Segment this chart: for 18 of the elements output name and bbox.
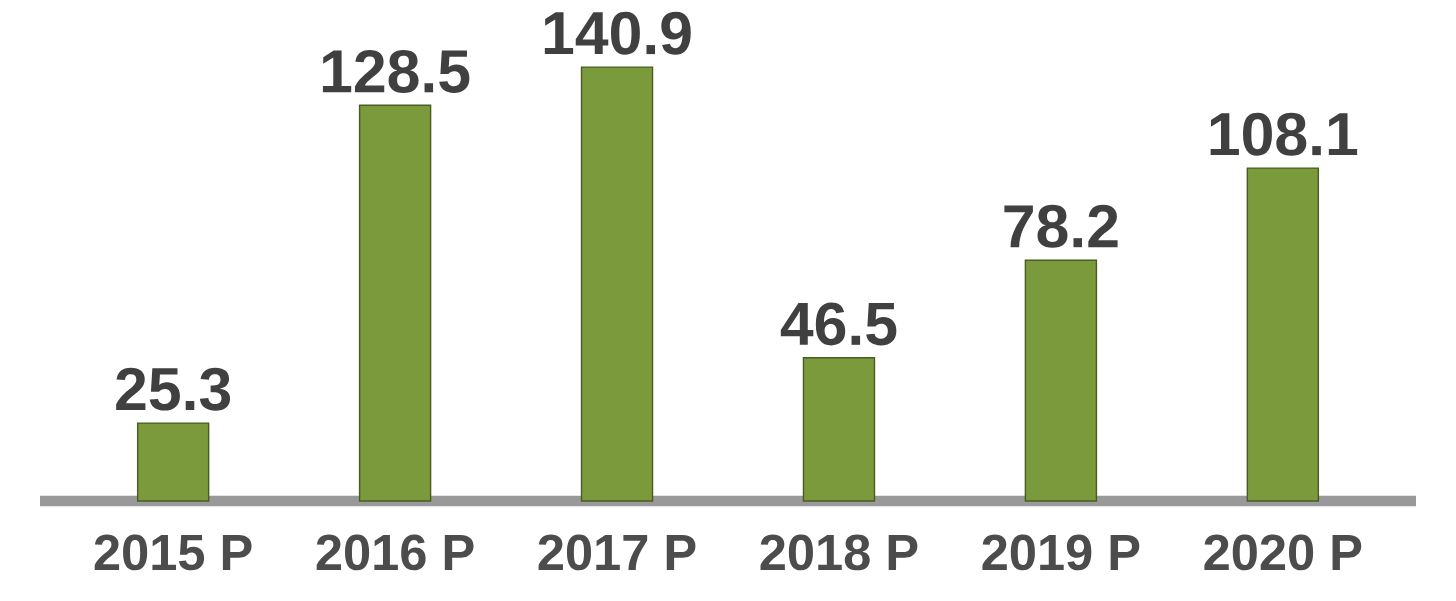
bar (1024, 259, 1098, 502)
bar (580, 66, 654, 502)
data-label: 25.3 (116, 367, 231, 411)
x-tick-label: 2018 P (760, 534, 918, 571)
data-label: 128.5 (322, 49, 470, 93)
x-tick-label: 2019 P (982, 534, 1140, 571)
bar (136, 422, 210, 502)
data-label: 78.2 (1004, 204, 1118, 248)
bar (358, 104, 432, 502)
data-label: 46.5 (780, 302, 897, 346)
bar (1246, 167, 1320, 502)
x-tick-label: 2020 P (1204, 534, 1362, 571)
data-label: 140.9 (544, 11, 691, 55)
x-tick-label: 2015 P (94, 534, 252, 571)
x-tick-label: 2017 P (538, 534, 696, 571)
bar (802, 357, 876, 502)
data-label: 108.1 (1210, 112, 1358, 156)
x-tick-label: 2016 P (316, 534, 474, 571)
